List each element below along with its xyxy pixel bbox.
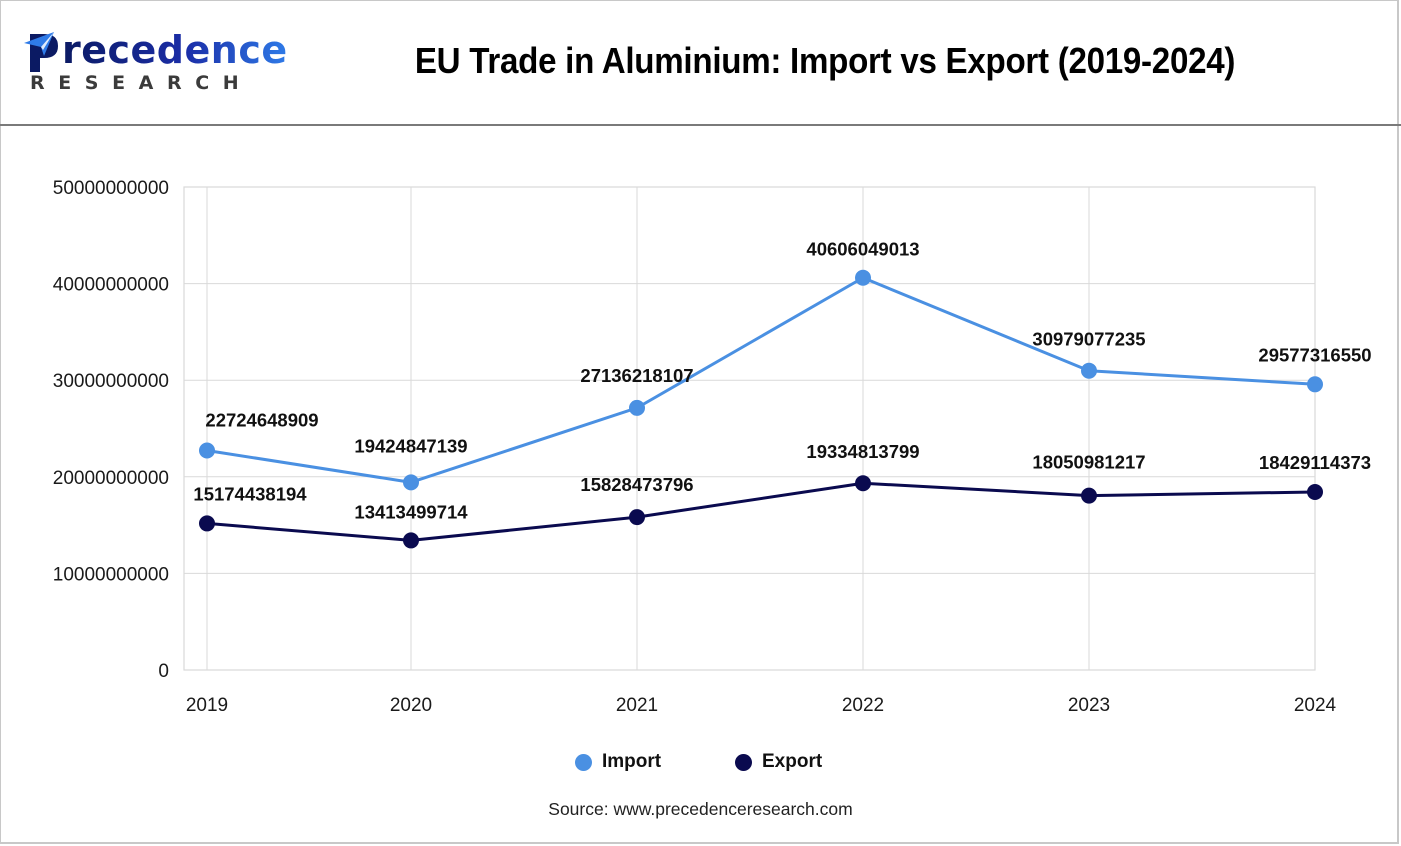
import-data-point[interactable] [199,442,215,459]
x-tick-label: 2021 [616,695,658,716]
header: recedence RESEARCH EU Trade in Aluminium… [0,0,1401,125]
legend-item-import[interactable]: Import [575,749,661,775]
import-data-label: 40606049013 [806,239,919,260]
import-data-point[interactable] [1081,362,1097,379]
source-note: Source: www.precedenceresearch.com [548,799,853,819]
chart-legend: Import Export [0,749,1401,775]
export-line [206,481,1316,542]
export-data-label: 15828473796 [580,474,693,495]
export-data-label: 18050981217 [1032,452,1145,473]
export-data-label: 15174438194 [193,483,307,504]
plot-area [183,186,1316,671]
y-tick-label: 0 [158,661,169,682]
import-data-label: 29577316550 [1258,344,1371,365]
legend-item-export[interactable]: Export [735,749,822,775]
import-line [206,276,1316,484]
export-data-label: 13413499714 [354,501,468,522]
import-data-point[interactable] [629,399,645,416]
export-data-point[interactable] [855,475,871,492]
import-data-point[interactable] [855,269,871,286]
x-tick-label: 2019 [186,695,228,716]
y-tick-label: 40000000000 [53,275,169,296]
y-tick-label: 30000000000 [53,371,169,392]
y-tick-label: 10000000000 [53,564,169,585]
import-marker-icon [575,753,592,771]
export-data-point[interactable] [1081,487,1097,504]
header-divider [0,124,1401,126]
logo-subtitle: RESEARCH [30,72,253,94]
import-data-point[interactable] [403,474,419,491]
legend-label-export: Export [762,751,823,772]
y-tick-label: 50000000000 [53,178,169,199]
import-data-label: 22724648909 [205,409,318,430]
export-data-label: 19334813799 [806,441,919,462]
y-tick-label: 20000000000 [53,468,169,489]
export-data-label: 18429114373 [1259,452,1371,473]
chart-title: EU Trade in Aluminium: Import vs Export … [414,40,1236,81]
export-data-point[interactable] [629,509,645,526]
paper-plane-logo-icon [24,32,58,72]
x-tick-label: 2022 [842,695,884,716]
export-marker-icon [735,753,752,771]
x-tick-label: 2023 [1068,695,1110,716]
legend-label-import: Import [602,751,662,772]
precedence-research-logo: recedence RESEARCH [24,28,287,98]
import-data-point[interactable] [1307,376,1323,393]
x-tick-label: 2024 [1294,695,1337,716]
x-tick-label: 2020 [390,695,432,716]
import-data-label: 30979077235 [1032,329,1145,350]
export-data-point[interactable] [199,515,215,532]
import-data-label: 27136218107 [580,365,693,386]
import-data-label: 19424847139 [354,435,467,456]
export-data-point[interactable] [403,532,419,549]
export-data-point[interactable] [1307,483,1323,500]
logo-wordmark: recedence [62,28,288,72]
